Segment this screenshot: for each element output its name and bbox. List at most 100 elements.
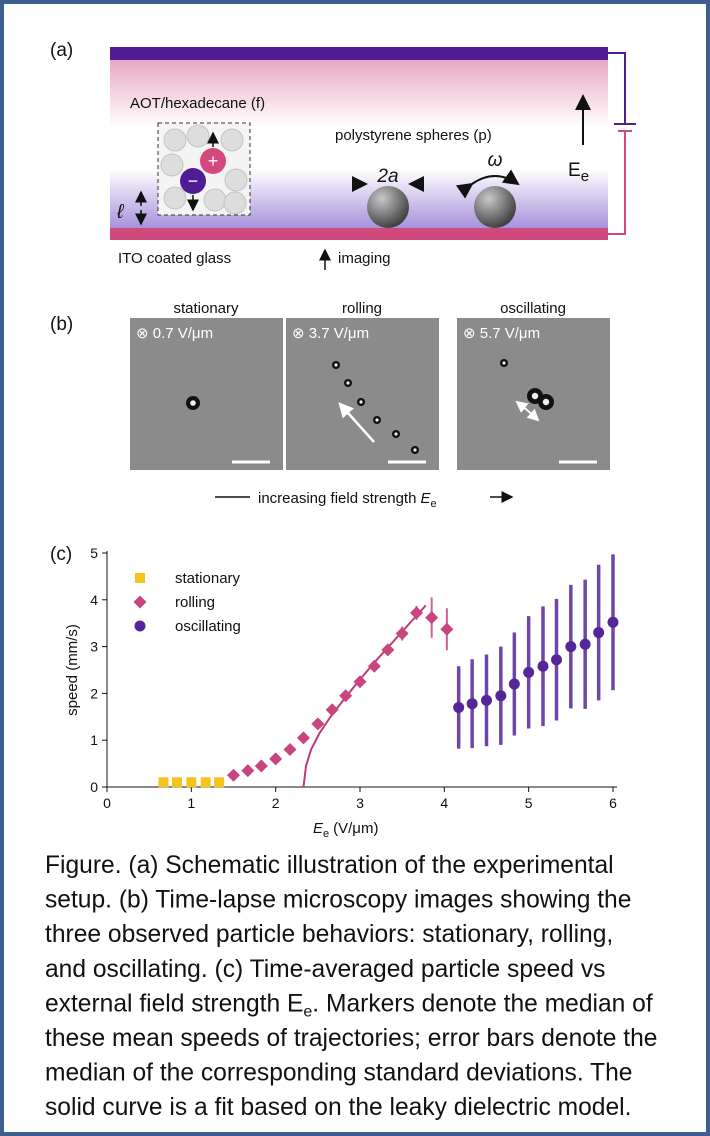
caption: Figure. (a) Schematic illustration of th…: [45, 852, 657, 1121]
subscript: e: [303, 1003, 312, 1020]
caption-line: solid curve is a fit based on the leaky …: [45, 1094, 631, 1121]
caption-line: these mean speeds of trajectories; error…: [45, 1025, 657, 1052]
particle-core: [359, 400, 363, 404]
text: increasing field strength: [258, 490, 416, 507]
particle-core: [375, 418, 379, 422]
data-point: [481, 694, 492, 706]
data-point: [607, 616, 619, 628]
x-tick-label: 1: [187, 795, 195, 811]
sphere: [367, 186, 409, 228]
particle-label: polystyrene spheres (p): [335, 127, 492, 144]
data-point: [523, 666, 535, 678]
y-tick-label: 0: [90, 779, 98, 795]
field-value: ⊗ 0.7 V/μm: [136, 325, 213, 342]
data-point: [381, 643, 395, 657]
data-point: [171, 777, 182, 788]
data-point: [440, 622, 454, 636]
positive-charge: [200, 148, 226, 174]
caption-text: and oscillating. (c) Time-averaged parti…: [45, 956, 605, 983]
caption-text: setup. (b) Time-lapse microscopy images …: [45, 887, 631, 914]
data-point: [495, 690, 507, 702]
data-point: [227, 768, 240, 782]
subscript: e: [430, 498, 436, 510]
data-point: [395, 626, 409, 640]
data-point: [410, 606, 424, 620]
electrode-label: ITO coated glass: [118, 250, 231, 267]
caption-line: setup. (b) Time-lapse microscopy images …: [45, 887, 631, 914]
field-value: ⊗ 5.7 V/μm: [463, 325, 540, 342]
subscript: e: [581, 168, 589, 185]
omega-label: ω: [488, 150, 503, 171]
particle-core: [346, 381, 350, 385]
caption-text: Figure. (a) Schematic illustration of th…: [45, 852, 614, 879]
rotation-arrow: [455, 169, 520, 199]
legend-marker: [135, 573, 145, 583]
x-tick-label: 5: [525, 795, 533, 811]
data-point: [579, 638, 591, 650]
data-point: [565, 641, 577, 653]
caption-line: and oscillating. (c) Time-averaged parti…: [45, 956, 605, 983]
data-point: [158, 777, 169, 788]
motion-arrow: [338, 402, 375, 443]
sphere: [474, 186, 516, 228]
subscript: e: [323, 828, 329, 840]
image-title: oscillating: [500, 300, 566, 317]
y-tick-label: 5: [90, 545, 98, 561]
y-tick-label: 4: [90, 592, 98, 608]
imaging-label: imaging: [338, 250, 391, 267]
panel-label: (b): [50, 314, 73, 335]
legend-label: oscillating: [175, 618, 241, 635]
caption-text: external field strength E: [45, 990, 303, 1017]
circuit: [608, 52, 636, 125]
caption-text: median of the corresponding standard dev…: [45, 1060, 632, 1087]
data-point: [453, 701, 465, 713]
x-axis-label: Ee (V/μm): [313, 820, 378, 840]
y-tick-label: 2: [90, 685, 98, 701]
legend-label: rolling: [175, 594, 215, 611]
symbol: E: [568, 160, 581, 181]
micelles: [160, 124, 248, 215]
caption-text: . Markers denote the median of: [312, 990, 653, 1017]
symbol: E: [420, 490, 431, 507]
particle-core: [531, 392, 539, 400]
caption-line: median of the corresponding standard dev…: [45, 1060, 632, 1087]
data-point: [186, 777, 197, 788]
motion-arrow: [515, 400, 529, 413]
top-electrode: [110, 47, 608, 60]
particle-core: [542, 398, 550, 406]
data-point: [254, 759, 268, 773]
data-point: [269, 752, 283, 766]
y-tick-label: 3: [90, 639, 98, 655]
caption-line: three observed particle behaviors: stati…: [45, 921, 613, 948]
data-point: [550, 654, 562, 666]
image-title: stationary: [173, 300, 239, 317]
particle-core: [413, 448, 417, 452]
symbol: E: [313, 820, 324, 837]
panel-label: (a): [50, 40, 73, 61]
motion-arrow: [526, 408, 540, 422]
panel-label: (c): [50, 544, 72, 565]
length-label: ℓ: [116, 201, 125, 223]
x-tick-label: 3: [356, 795, 364, 811]
data-point: [214, 777, 225, 788]
particle-core: [394, 432, 398, 436]
data-point: [593, 627, 605, 639]
data-point: [200, 777, 211, 788]
diameter-label: 2a: [376, 166, 398, 187]
y-tick-label: 1: [90, 732, 98, 748]
particle-core: [190, 400, 196, 406]
circuit: [608, 130, 632, 235]
data-point: [367, 659, 381, 673]
data-point: [296, 731, 310, 745]
field-value: ⊗ 3.7 V/μm: [292, 325, 369, 342]
axis-label: increasing field strength Ee: [258, 490, 437, 510]
particle-core: [502, 361, 506, 365]
negative-charge: [180, 168, 206, 194]
x-tick-label: 4: [440, 795, 448, 811]
field-label: Ee: [568, 160, 589, 185]
data-point: [339, 689, 353, 703]
particle-core: [334, 363, 338, 367]
y-axis-label: speed (mm/s): [64, 624, 81, 716]
